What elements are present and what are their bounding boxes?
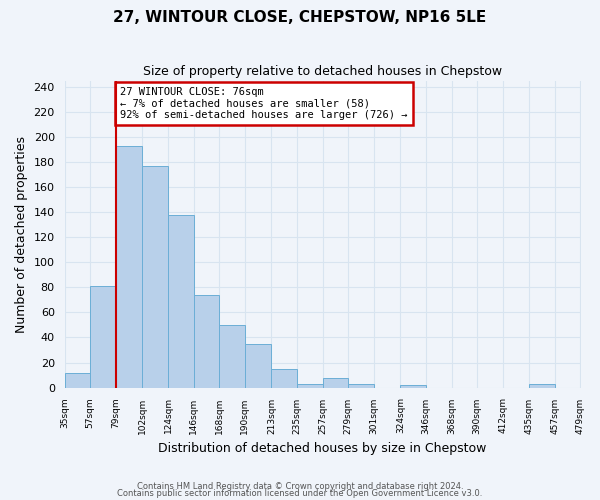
- Bar: [400, 385, 426, 388]
- Bar: [529, 384, 555, 388]
- Bar: [142, 166, 168, 388]
- Bar: [116, 146, 142, 388]
- Text: 27, WINTOUR CLOSE, CHEPSTOW, NP16 5LE: 27, WINTOUR CLOSE, CHEPSTOW, NP16 5LE: [113, 10, 487, 25]
- Bar: [297, 384, 323, 388]
- Text: Contains HM Land Registry data © Crown copyright and database right 2024.: Contains HM Land Registry data © Crown c…: [137, 482, 463, 491]
- Bar: [323, 378, 348, 388]
- Text: Contains public sector information licensed under the Open Government Licence v3: Contains public sector information licen…: [118, 490, 482, 498]
- Text: 27 WINTOUR CLOSE: 76sqm
← 7% of detached houses are smaller (58)
92% of semi-det: 27 WINTOUR CLOSE: 76sqm ← 7% of detached…: [121, 87, 408, 120]
- Bar: [348, 384, 374, 388]
- Bar: [219, 325, 245, 388]
- Bar: [90, 286, 116, 388]
- X-axis label: Distribution of detached houses by size in Chepstow: Distribution of detached houses by size …: [158, 442, 487, 455]
- Title: Size of property relative to detached houses in Chepstow: Size of property relative to detached ho…: [143, 65, 502, 78]
- Bar: [168, 214, 194, 388]
- Bar: [65, 372, 90, 388]
- Bar: [271, 369, 297, 388]
- Y-axis label: Number of detached properties: Number of detached properties: [15, 136, 28, 332]
- Bar: [245, 344, 271, 388]
- Bar: [194, 295, 219, 388]
